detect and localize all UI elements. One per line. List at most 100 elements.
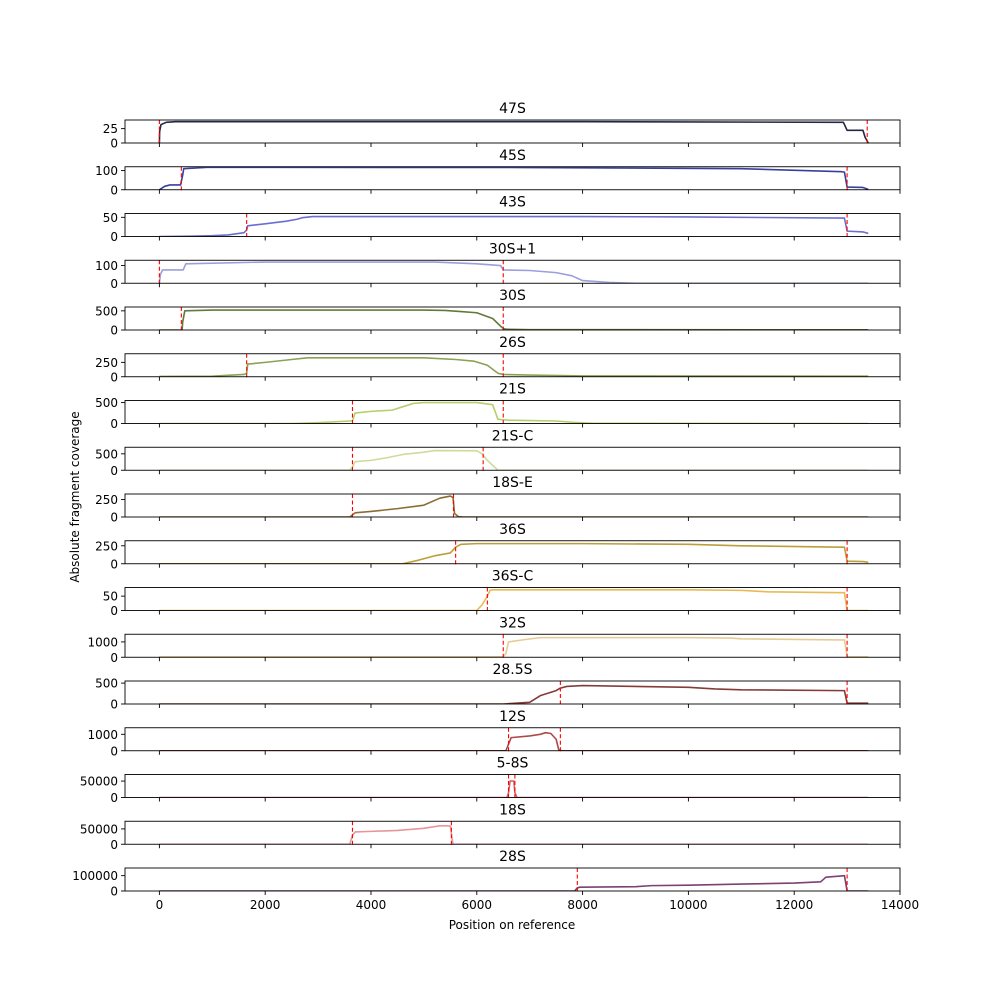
y-tick-label: 250	[95, 539, 118, 553]
y-tick-label: 100000	[72, 869, 118, 883]
y-tick-label: 50000	[80, 775, 118, 789]
y-tick-label: 0	[110, 464, 118, 478]
y-tick-label: 1000	[87, 728, 118, 742]
panel-title: 30S	[499, 288, 526, 304]
x-tick-label: 10000	[669, 898, 707, 912]
y-tick-label: 500	[95, 677, 118, 691]
y-tick-label: 250	[95, 493, 118, 507]
x-axis-label: Position on reference	[449, 918, 576, 932]
panel-frame	[125, 120, 900, 143]
y-tick-label: 0	[110, 698, 118, 712]
series-line	[159, 262, 868, 283]
y-tick-label: 0	[110, 791, 118, 805]
x-tick-label: 2000	[250, 898, 281, 912]
panel-frame	[125, 634, 900, 657]
panel: 32S 0 1000	[87, 615, 900, 665]
panel: 18S 0 50000	[80, 802, 900, 852]
panel: 47S 025	[103, 101, 900, 151]
panel-title: 5-8S	[497, 756, 529, 772]
y-tick-label: 50	[103, 211, 118, 225]
panel-frame	[125, 728, 900, 751]
series-line	[159, 876, 868, 891]
y-tick-label: 0	[110, 885, 118, 899]
x-tick-label: 8000	[567, 898, 598, 912]
panel-frame	[125, 588, 900, 611]
panel-frame	[125, 260, 900, 283]
panel-frame	[125, 447, 900, 470]
x-tick-label: 4000	[356, 898, 387, 912]
panel-title: 26S	[499, 335, 526, 351]
y-tick-label: 25	[103, 122, 118, 136]
panel-frame	[125, 868, 900, 891]
x-tick-label: 6000	[462, 898, 493, 912]
panel-frame	[125, 494, 900, 517]
panel-title: 21S	[499, 382, 526, 398]
panel: 36S-C 050	[103, 569, 900, 619]
series-line	[159, 590, 868, 611]
y-tick-label: 50	[103, 590, 118, 604]
series-line	[159, 167, 868, 189]
panel: 12S 0 1000	[87, 709, 900, 759]
panel-frame	[125, 354, 900, 377]
y-tick-label: 0	[110, 277, 118, 291]
x-tick-label: 14000	[881, 898, 919, 912]
panel-title: 36S-C	[492, 569, 534, 585]
y-tick-label: 500	[95, 304, 118, 318]
panel-frame	[125, 775, 900, 798]
panel-title: 36S	[499, 522, 526, 538]
series-line	[159, 686, 868, 704]
y-tick-label: 0	[110, 137, 118, 151]
series-line	[159, 544, 868, 564]
panel: 21S-C 0 500	[95, 428, 900, 478]
panel-title: 28.5S	[492, 662, 532, 678]
panel: 28.5S 0 500	[95, 662, 900, 712]
panel: 21S 0 500	[95, 382, 900, 432]
x-tick-label: 12000	[775, 898, 813, 912]
series-line	[159, 451, 868, 471]
y-tick-label: 0	[110, 417, 118, 431]
panel: 5-8S 0 50000	[80, 756, 900, 806]
panel-title: 45S	[499, 148, 526, 164]
panel-frame	[125, 681, 900, 704]
panel: 45S 0 100	[95, 148, 900, 198]
series-line	[159, 358, 868, 377]
series-line	[159, 733, 868, 751]
series-line	[159, 781, 868, 797]
panel-title: 21S-C	[492, 428, 534, 444]
y-tick-label: 100	[95, 164, 118, 178]
y-tick-label: 1000	[87, 635, 118, 649]
y-tick-label: 0	[110, 838, 118, 852]
panel-title: 12S	[499, 709, 526, 725]
x-tick-label: 0	[156, 898, 164, 912]
panels-group: 47S02545S010043S05030S+1010030S050026S02…	[72, 101, 900, 899]
panel-title: 18S-E	[492, 475, 533, 491]
y-tick-label: 500	[95, 447, 118, 461]
series-line	[159, 638, 868, 657]
y-tick-label: 0	[110, 230, 118, 244]
series-line	[159, 122, 868, 143]
y-tick-label: 0	[110, 511, 118, 525]
panel-title: 28S	[499, 849, 526, 865]
panel: 30S+1 0 100	[95, 241, 900, 291]
panel-title: 43S	[499, 195, 526, 211]
shared-x-axis: 0 2000 4000 6000 8000 10000 12000 14000	[156, 898, 920, 912]
panel-title: 18S	[499, 802, 526, 818]
series-line	[159, 217, 868, 237]
y-tick-label: 0	[110, 744, 118, 758]
y-tick-label: 0	[110, 557, 118, 571]
y-tick-label: 100	[95, 259, 118, 273]
panel: 28S 0 100000	[72, 849, 900, 899]
panel: 36S 0 250	[95, 522, 900, 572]
series-line	[159, 496, 868, 517]
y-tick-label: 0	[110, 183, 118, 197]
y-tick-label: 50000	[80, 822, 118, 836]
panel: 43S 0 50	[103, 195, 900, 245]
y-tick-label: 0	[110, 324, 118, 338]
y-tick-label: 0	[110, 604, 118, 618]
panel-title: 30S+1	[489, 241, 536, 257]
series-line	[159, 826, 868, 844]
y-tick-label: 0	[110, 651, 118, 665]
